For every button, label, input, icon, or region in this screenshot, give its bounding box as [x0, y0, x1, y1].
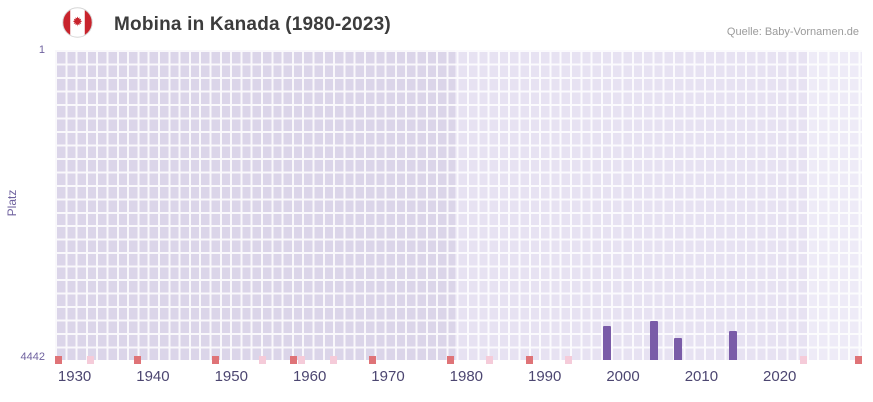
- x-tick-1940: 1940: [136, 368, 170, 385]
- x-tick-1950: 1950: [214, 368, 248, 385]
- x-tick-1970: 1970: [371, 368, 405, 385]
- chart-title: Mobina in Kanada (1980-2023): [114, 14, 391, 35]
- baseline-marker-dark-1978[interactable]: [447, 356, 455, 364]
- rank-bar-2004[interactable]: [650, 320, 659, 360]
- baseline-marker-dark-2030[interactable]: [854, 356, 862, 364]
- baseline-marker-light-1954[interactable]: [259, 356, 267, 364]
- x-tick-1930: 1930: [57, 368, 92, 385]
- source-attribution[interactable]: Quelle: Baby-Vornamen.de: [726, 26, 859, 38]
- rank-bar-2014[interactable]: [728, 331, 737, 360]
- background-band-mid: [454, 50, 808, 360]
- y-axis-title: Platz: [5, 189, 19, 217]
- baseline-marker-dark-1948[interactable]: [212, 356, 220, 364]
- x-tick-1980: 1980: [449, 368, 484, 385]
- plot-area: [55, 50, 862, 364]
- background-band-light: [807, 50, 862, 360]
- x-tick-1960: 1960: [292, 368, 327, 385]
- baseline-marker-dark-1968[interactable]: [368, 356, 376, 364]
- baseline-marker-dark-1988[interactable]: [525, 356, 533, 364]
- baseline-marker-light-1993[interactable]: [564, 356, 572, 364]
- background-band-dark: [55, 50, 455, 360]
- baseline-marker-light-1959[interactable]: [298, 356, 306, 364]
- baseline-marker-light-1963[interactable]: [329, 356, 337, 364]
- y-axis-tick-top: 1: [38, 44, 45, 56]
- baseline-marker-dark-1928[interactable]: [55, 356, 63, 364]
- x-tick-1990: 1990: [527, 368, 562, 385]
- baseline-marker-dark-1938[interactable]: [133, 356, 141, 364]
- x-tick-2010: 2010: [684, 368, 719, 385]
- baseline-marker-dark-1958[interactable]: [290, 356, 298, 364]
- baseline-marker-light-1983[interactable]: [486, 356, 494, 364]
- x-tick-2020: 2020: [763, 368, 797, 385]
- y-axis-tick-bottom: 4442: [20, 351, 45, 363]
- baseline-marker-light-1932[interactable]: [86, 356, 94, 364]
- rank-bar-1998[interactable]: [603, 325, 612, 360]
- rank-bar-2007[interactable]: [673, 337, 682, 360]
- x-tick-2000: 2000: [606, 368, 640, 385]
- baseline-marker-light-2023[interactable]: [799, 356, 807, 364]
- canada-flag-icon: [62, 7, 93, 38]
